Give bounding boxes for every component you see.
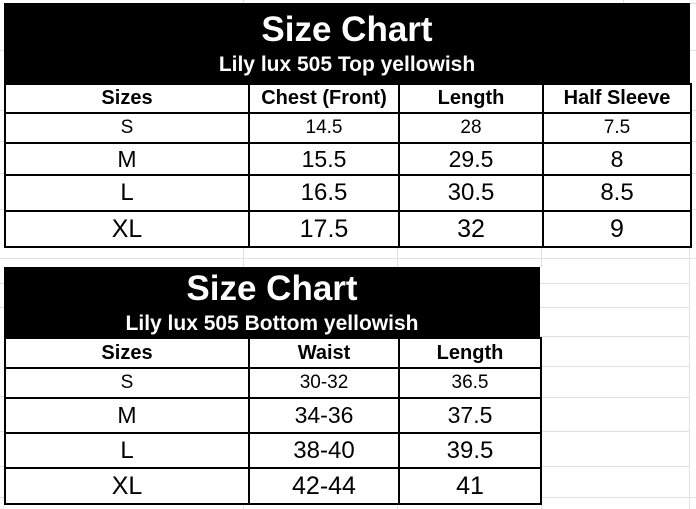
data-cell[interactable]: 9 <box>542 210 692 248</box>
data-cell[interactable]: 38-40 <box>248 432 400 469</box>
table-row-s: S 30-32 36.5 <box>4 367 542 399</box>
size-chart-title: Size Chart <box>261 9 433 49</box>
row-label-cell[interactable]: M <box>4 397 250 434</box>
row-label-cell[interactable]: S <box>4 367 250 399</box>
data-cell[interactable]: 39.5 <box>398 432 542 469</box>
row-label-cell[interactable]: XL <box>4 210 250 248</box>
data-cell[interactable]: 15.5 <box>248 142 400 176</box>
size-chart-subtitle: Lily lux 505 Bottom yellowish <box>125 311 419 335</box>
size-chart-title: Size Chart <box>186 268 358 308</box>
data-cell[interactable]: 37.5 <box>398 397 542 434</box>
data-cell[interactable]: 28 <box>398 112 544 144</box>
column-header-chest-front[interactable]: Chest (Front) <box>248 83 400 114</box>
table-row-l: L 38-40 39.5 <box>4 432 542 469</box>
data-cell[interactable]: 16.5 <box>248 174 400 212</box>
data-cell[interactable]: 8.5 <box>542 174 692 212</box>
table-row-s: S 14.5 28 7.5 <box>4 112 692 144</box>
data-cell[interactable]: 14.5 <box>248 112 400 144</box>
data-cell[interactable]: 7.5 <box>542 112 692 144</box>
table-row-m: M 15.5 29.5 8 <box>4 142 692 176</box>
row-label-cell[interactable]: L <box>4 432 250 469</box>
data-cell[interactable]: 42-44 <box>248 467 400 505</box>
column-header-length[interactable]: Length <box>398 337 542 369</box>
header-row: Sizes Waist Length <box>4 337 542 369</box>
row-label-cell[interactable]: M <box>4 142 250 176</box>
data-cell[interactable]: 32 <box>398 210 544 248</box>
table-row-l: L 16.5 30.5 8.5 <box>4 174 692 212</box>
column-header-sizes[interactable]: Sizes <box>4 83 250 114</box>
row-label-cell[interactable]: S <box>4 112 250 144</box>
size-chart-subtitle: Lily lux 505 Top yellowish <box>218 52 476 76</box>
header-row: Sizes Chest (Front) Length Half Sleeve <box>4 83 692 114</box>
data-cell[interactable]: 41 <box>398 467 542 505</box>
column-header-sizes[interactable]: Sizes <box>4 337 250 369</box>
size-chart-table-bottom: Size Chart Lily lux 505 Bottom yellowish… <box>4 267 542 505</box>
row-label-cell[interactable]: XL <box>4 467 250 505</box>
size-chart-table-top: Size Chart Lily lux 505 Top yellowish Si… <box>4 3 692 248</box>
data-cell[interactable]: 34-36 <box>248 397 400 434</box>
row-label-cell[interactable]: L <box>4 174 250 212</box>
table-row-xl: XL 42-44 41 <box>4 467 542 505</box>
title-band-cell-bottom[interactable]: Size Chart Lily lux 505 Bottom yellowish <box>4 267 540 337</box>
column-header-half-sleeve[interactable]: Half Sleeve <box>542 83 692 114</box>
table-row-m: M 34-36 37.5 <box>4 397 542 434</box>
title-band-cell-top[interactable]: Size Chart Lily lux 505 Top yellowish <box>4 3 690 83</box>
data-cell[interactable]: 8 <box>542 142 692 176</box>
column-header-length[interactable]: Length <box>398 83 544 114</box>
data-cell[interactable]: 36.5 <box>398 367 542 399</box>
column-header-waist[interactable]: Waist <box>248 337 400 369</box>
table-row-xl: XL 17.5 32 9 <box>4 210 692 248</box>
data-cell[interactable]: 30-32 <box>248 367 400 399</box>
data-cell[interactable]: 17.5 <box>248 210 400 248</box>
data-cell[interactable]: 29.5 <box>398 142 544 176</box>
data-cell[interactable]: 30.5 <box>398 174 544 212</box>
